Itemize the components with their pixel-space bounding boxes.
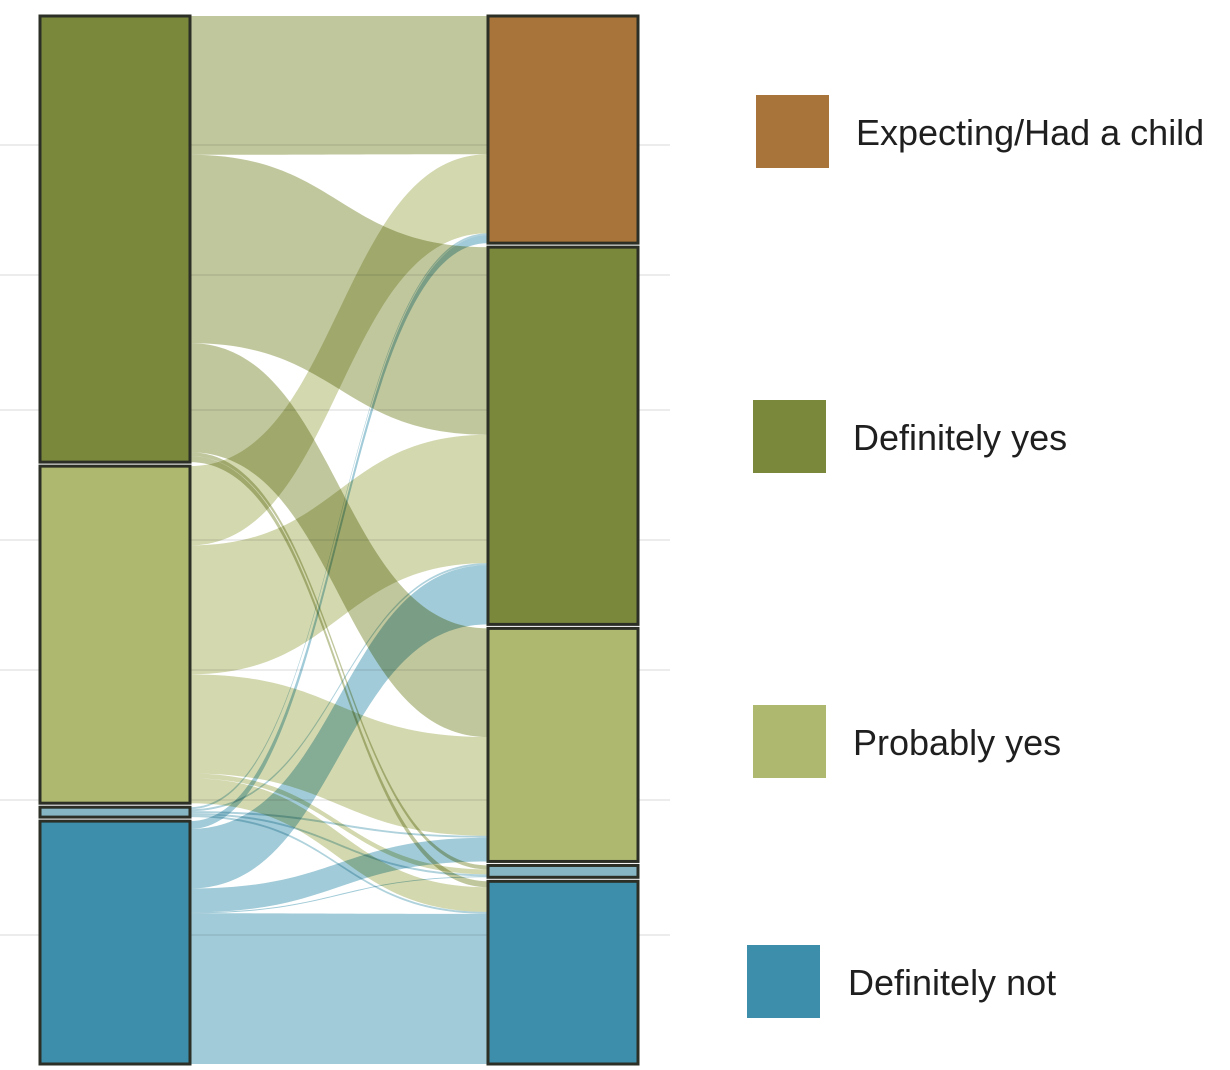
legend-swatch-definitely-not (747, 945, 820, 1018)
left-node-column (40, 16, 190, 1064)
left-node-definitely-not (40, 821, 190, 1064)
right-node-probably-not (488, 865, 638, 877)
right-node-definitely-yes (488, 247, 638, 624)
legend-label-definitely-not: Definitely not (848, 962, 1056, 1003)
legend-label-probably-yes: Probably yes (853, 722, 1061, 763)
left-node-probably-not (40, 807, 190, 817)
legend: Expecting/Had a child Definitely yes Proba… (747, 95, 1204, 1018)
flow-definitely-yes-to-expecting-had-a-child (190, 16, 488, 155)
left-node-probably-yes (40, 466, 190, 803)
legend-label-expecting-had-a-child: Expecting/Had a child (856, 112, 1204, 153)
right-node-column (488, 16, 638, 1064)
left-node-definitely-yes (40, 16, 190, 462)
legend-label-definitely-yes: Definitely yes (853, 417, 1067, 458)
flow-definitely-not-to-definitely-not (190, 913, 488, 1064)
legend-swatch-expecting-had-a-child (756, 95, 829, 168)
legend-swatch-probably-yes (753, 705, 826, 778)
right-node-definitely-not (488, 881, 638, 1064)
legend-swatch-definitely-yes (753, 400, 826, 473)
right-node-expecting-had-a-child (488, 16, 638, 243)
right-node-probably-yes (488, 628, 638, 861)
